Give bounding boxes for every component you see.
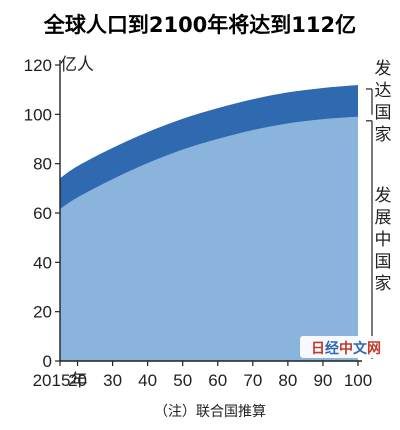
y-tick-label: 60	[33, 204, 52, 223]
y-tick-label: 40	[33, 253, 52, 272]
y-tick-label: 100	[24, 105, 52, 124]
x-tick-label: 100	[344, 371, 372, 390]
axes	[55, 60, 362, 366]
x-tick-label: 70	[243, 371, 262, 390]
y-tick-label: 80	[33, 155, 52, 174]
area-developing	[60, 116, 358, 361]
x-tick-label: 50	[173, 371, 192, 390]
x-tick-label: 90	[313, 371, 332, 390]
y-tick-label: 120	[24, 56, 52, 75]
y-unit-label: 亿人	[60, 55, 94, 75]
plot-areas	[60, 84, 358, 361]
watermark: 日经中文网	[300, 336, 392, 358]
x-tick-label: 60	[208, 371, 227, 390]
area-developed	[60, 84, 358, 210]
series-label: 发展中国家	[375, 186, 392, 294]
series-label: 发达国家	[375, 59, 392, 145]
source-note: （注）联合国推算	[154, 404, 266, 420]
watermark-text: 日经中文网	[311, 340, 381, 357]
y-tick-label: 0	[43, 352, 52, 371]
x-tick-label: 40	[138, 371, 157, 390]
x-tick-label: 2015年	[33, 371, 88, 390]
y-tick-label: 20	[33, 303, 52, 322]
x-tick-label: 80	[278, 371, 297, 390]
chart-title: 全球人口到2100年将达到112亿	[43, 13, 356, 37]
x-tick-label: 30	[103, 371, 122, 390]
x-tick-label: 20	[68, 371, 87, 390]
